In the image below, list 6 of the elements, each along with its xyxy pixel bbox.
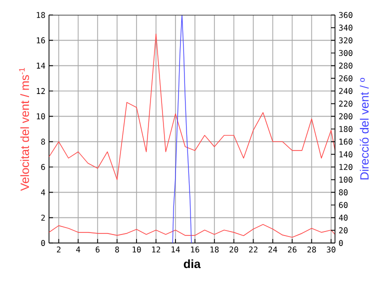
- line-series: [172, 15, 192, 243]
- x-axis-title: dia: [184, 259, 201, 268]
- y-axis-title: Velocitat del vent / ms$^{-1}$: [19, 68, 30, 191]
- y2-axis-title: Direcció del vent / º: [360, 78, 369, 180]
- line-series: [49, 34, 336, 180]
- line-series: [49, 224, 336, 238]
